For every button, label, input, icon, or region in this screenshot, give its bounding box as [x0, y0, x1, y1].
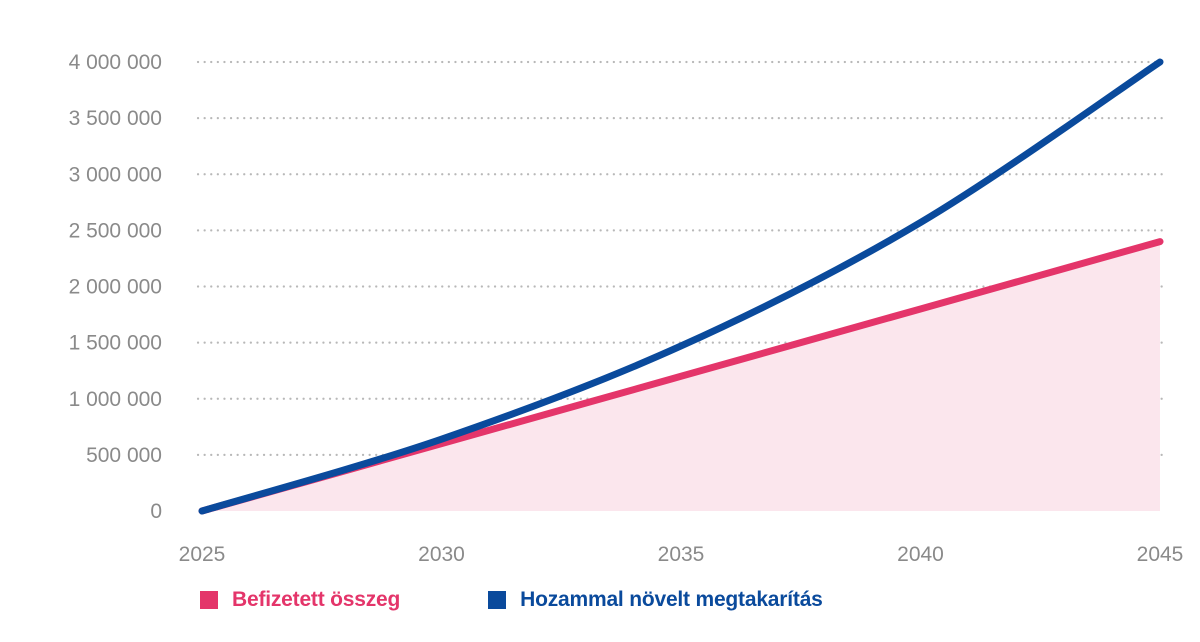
x-tick-label: 2040	[897, 543, 944, 566]
legend-item-paid: Befizetett összeg	[200, 588, 400, 612]
legend-swatch-paid	[200, 591, 218, 609]
legend-label-growth: Hozammal növelt megtakarítás	[520, 588, 823, 611]
x-tick-label: 2035	[658, 543, 705, 566]
series-lines	[198, 58, 1164, 515]
legend-label-paid: Befizetett összeg	[232, 588, 401, 611]
y-tick-label: 3 000 000	[69, 163, 162, 186]
legend: Befizetett összeg Hozammal növelt megtak…	[200, 588, 823, 612]
x-tick-label: 2030	[418, 543, 465, 566]
x-tick-label: 2025	[179, 543, 226, 566]
y-tick-label: 1 500 000	[69, 332, 162, 355]
legend-swatch-growth	[488, 591, 507, 609]
y-tick-label: 4 000 000	[69, 51, 162, 74]
x-tick-label: 2045	[1137, 543, 1184, 566]
y-tick-label: 500 000	[86, 444, 162, 467]
y-tick-label: 0	[150, 500, 162, 523]
x-axis-ticks: 2025 2030 2035 2040 2045	[179, 543, 1184, 566]
legend-item-growth: Hozammal növelt megtakarítás	[488, 588, 823, 612]
series-line-growth	[198, 58, 1164, 515]
y-axis-ticks: 0 500 000 1 000 000 1 500 000 2 000 000 2 500…	[69, 51, 162, 523]
y-tick-label: 2 500 000	[69, 219, 162, 242]
y-tick-label: 3 500 000	[69, 107, 162, 130]
y-tick-label: 1 000 000	[69, 388, 162, 411]
y-tick-label: 2 000 000	[69, 276, 162, 299]
